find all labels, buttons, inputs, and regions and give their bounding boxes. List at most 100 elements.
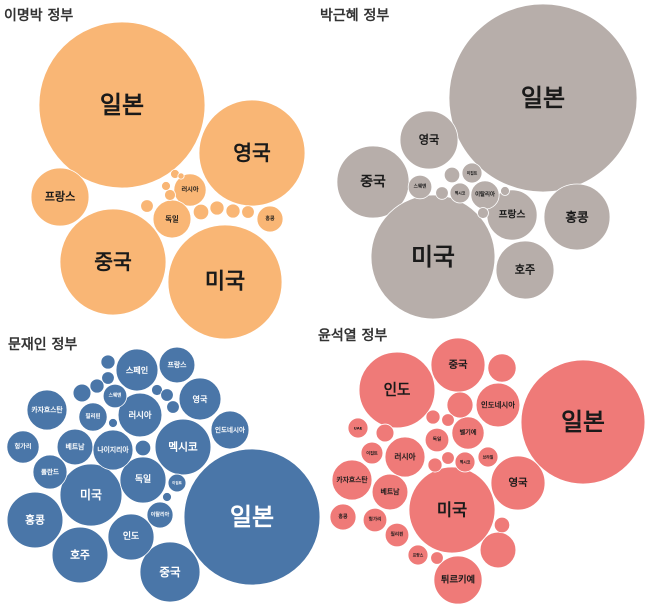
bubble [154, 418, 212, 476]
bubble [329, 503, 357, 531]
bubble [26, 389, 68, 431]
bubble-label: 카자흐스탄 [31, 405, 63, 414]
bubble [59, 208, 167, 316]
bubble [493, 516, 511, 534]
bubble-label: 미국 [437, 501, 467, 520]
panel-title: 이명박 정부 [4, 7, 73, 24]
bubble-label: 영국 [508, 476, 528, 489]
bubble [167, 224, 283, 340]
bubble-label: 홍콩 [338, 513, 348, 520]
bubble [158, 346, 196, 384]
bubble-label: 프랑스 [45, 191, 76, 204]
bubble-label: 인도네시아 [481, 401, 515, 410]
bubble [479, 531, 517, 569]
bubble-label: 필리핀 [86, 412, 101, 420]
bubble-label: 홍콩 [565, 210, 589, 225]
bubble [407, 544, 429, 566]
bubble [347, 417, 369, 439]
bubble [32, 454, 68, 490]
bubble [167, 473, 187, 493]
bubble-label: 스웨덴 [109, 392, 122, 399]
bubble-label: UAE [354, 426, 363, 431]
bubble [102, 383, 128, 409]
bubble [164, 189, 176, 201]
bubble-label: 일본 [100, 91, 144, 119]
bubble [92, 429, 134, 471]
bubble [424, 427, 450, 453]
bubble-label: 카자흐스탄 [336, 475, 368, 484]
bubble-label: 일본 [230, 503, 274, 531]
bubble [375, 423, 395, 443]
bubble [256, 205, 284, 233]
bubble-label: 미국 [80, 488, 102, 502]
bubble-label: 베트남 [380, 487, 400, 496]
bubble [331, 459, 373, 501]
bubble [448, 3, 638, 193]
bubble-label: 스웨덴 [414, 183, 427, 190]
bubble-label: 이탈리아 [151, 511, 170, 518]
bubble-label: 일본 [561, 408, 605, 436]
bubble [162, 492, 172, 502]
bubble-label: 중국 [360, 174, 386, 190]
bubble [443, 166, 461, 184]
bubble [209, 200, 225, 216]
bubble [101, 371, 115, 385]
bubble-label: 필리핀 [391, 531, 404, 538]
bubble-label: 러시아 [394, 452, 416, 462]
bubble-label: 인도 [123, 531, 139, 542]
bubble [384, 436, 426, 478]
bubble-label: 미국 [411, 243, 455, 271]
bubble [520, 359, 646, 485]
panel-title: 문재인 정부 [8, 336, 77, 353]
bubble [166, 400, 180, 414]
bubble [38, 21, 206, 189]
bubble [119, 456, 167, 504]
bubble [500, 186, 510, 196]
bubble [146, 501, 174, 529]
bubble [427, 457, 443, 473]
bubble [461, 162, 483, 184]
bubble-label: 일본 [521, 84, 565, 112]
bubble [399, 110, 459, 170]
bubble [108, 418, 118, 428]
bubble-label: 독일 [433, 436, 441, 443]
bubble-label: 이집트 [172, 480, 182, 485]
bubble [362, 507, 388, 533]
bubble [210, 410, 250, 450]
bubble-label: 영국 [193, 394, 208, 404]
bubble-label: 중국 [94, 250, 132, 274]
bubble [360, 441, 384, 465]
bubble [241, 205, 255, 219]
bubble [495, 240, 555, 300]
bubble-label: 호주 [70, 549, 90, 562]
bubble-label: 인도네시아 [215, 425, 245, 434]
bubble [178, 377, 222, 421]
bubble [477, 207, 489, 219]
bubble [100, 354, 116, 370]
bubble-label: 홍콩 [265, 215, 275, 222]
bubble-label: 이집트 [366, 450, 378, 457]
bubble [225, 203, 241, 219]
bubble [134, 439, 152, 457]
bubble-label: 홍콩 [25, 514, 45, 527]
bubble [477, 446, 499, 468]
bubble [487, 353, 517, 383]
bubble [30, 167, 90, 227]
bubble [430, 551, 444, 565]
panel-title: 윤석열 정부 [318, 327, 387, 344]
bubble-label: 나이지리아 [97, 445, 129, 454]
bubble-label: 중국 [159, 565, 181, 579]
bubble [454, 451, 476, 473]
bubble [107, 513, 155, 561]
bubble [441, 451, 455, 465]
bubble [51, 526, 109, 584]
bubble-label: 베트남 [65, 442, 85, 451]
bubble [6, 491, 64, 549]
bubble-label: 중국 [448, 359, 468, 371]
bubble [490, 455, 546, 511]
bubble-label: 멕시코 [455, 191, 466, 196]
bubble-label: 영국 [233, 141, 271, 165]
